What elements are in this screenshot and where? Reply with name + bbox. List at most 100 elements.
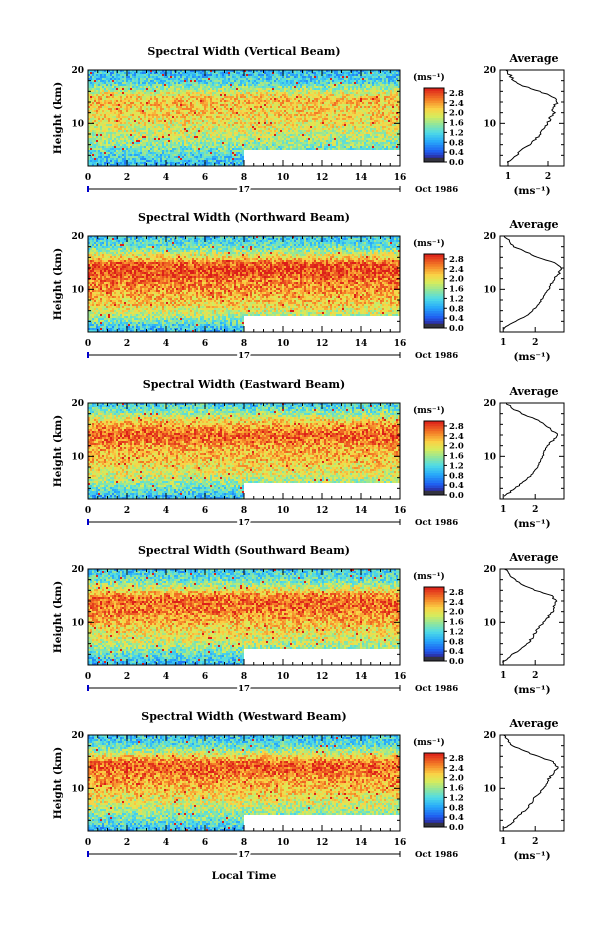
heatmap-cell [386,90,388,92]
heatmap-cell [362,112,364,114]
heatmap-cell [180,76,182,78]
heatmap-cell [340,124,342,126]
heatmap-cell [180,112,182,114]
heatmap-cell [274,92,276,94]
heatmap-cell [176,132,178,134]
heatmap-cell [176,76,178,78]
heatmap-cell [204,104,206,106]
heatmap-cell [298,86,300,88]
heatmap-cell [132,130,134,132]
heatmap-cell [394,82,396,84]
heatmap-cell [364,82,366,84]
heatmap-cell [170,98,172,100]
heatmap-cell [176,78,178,80]
heatmap-cell [126,86,128,88]
heatmap-cell [310,116,312,118]
heatmap-cell [360,120,362,122]
heatmap-cell [192,94,194,96]
heatmap-cell [380,132,382,134]
heatmap-cell [202,116,204,118]
heatmap-cell [360,128,362,130]
heatmap-cell [112,128,114,130]
heatmap-cell [274,106,276,108]
heatmap-cell [182,80,184,82]
heatmap-cell [308,88,310,90]
heatmap-cell [286,132,288,134]
heatmap-cell [292,78,294,80]
heatmap-cell [226,104,228,106]
heatmap-cell [162,108,164,110]
heatmap-cell [290,128,292,130]
heatmap-cell [142,118,144,120]
heatmap-cell [354,114,356,116]
heatmap-cell [380,98,382,100]
heatmap-cell [378,114,380,116]
heatmap-cell [298,92,300,94]
heatmap-cell [176,108,178,110]
heatmap-cell [254,122,256,124]
heatmap-cell [290,122,292,124]
heatmap-cell [284,122,286,124]
heatmap-cell [236,84,238,86]
heatmap-cell [96,100,98,102]
heatmap-cell [124,94,126,96]
heatmap-cell [376,74,378,76]
heatmap-cell [316,78,318,80]
heatmap-cell [228,78,230,80]
heatmap-cell [140,94,142,96]
heatmap-cell [200,78,202,80]
heatmap-cell [330,96,332,98]
heatmap-cell [222,116,224,118]
heatmap-cell [262,114,264,116]
heatmap-cell [350,108,352,110]
heatmap-cell [100,112,102,114]
heatmap-cell [108,78,110,80]
heatmap-cell [292,86,294,88]
heatmap-cell [134,102,136,104]
heatmap-cell [122,90,124,92]
heatmap-cell [250,102,252,104]
heatmap-cell [278,76,280,78]
heatmap-cell [172,90,174,92]
heatmap-cell [100,106,102,108]
heatmap-cell [348,92,350,94]
heatmap-cell [354,86,356,88]
heatmap-cell [292,124,294,126]
heatmap-cell [112,100,114,102]
heatmap-cell [218,118,220,120]
heatmap-cell [220,82,222,84]
heatmap-cell [334,76,336,78]
heatmap-cell [222,114,224,116]
heatmap-cell [122,100,124,102]
heatmap-cell [172,108,174,110]
heatmap-cell [94,114,96,116]
heatmap-cell [340,90,342,92]
heatmap-cell [150,100,152,102]
heatmap-cell [356,116,358,118]
heatmap-cell [264,122,266,124]
heatmap-cell [120,98,122,100]
heatmap-cell [290,96,292,98]
heatmap-cell [270,118,272,120]
heatmap-cell [306,76,308,78]
heatmap-cell [354,112,356,114]
heatmap-cell [246,72,248,74]
heatmap-cell [318,122,320,124]
heatmap-cell [380,74,382,76]
heatmap-cell [298,128,300,130]
heatmap-cell [230,72,232,74]
heatmap-cell [130,84,132,86]
heatmap-cell [160,106,162,108]
heatmap-cell [338,122,340,124]
heatmap-cell [108,98,110,100]
heatmap-cell [272,92,274,94]
heatmap-cell [190,116,192,118]
heatmap-cell [274,104,276,106]
heatmap-cell [312,106,314,108]
heatmap-cell [260,126,262,128]
heatmap-cell [220,108,222,110]
heatmap-cell [358,96,360,98]
heatmap-cell [98,106,100,108]
heatmap-cell [100,110,102,112]
heatmap-cell [318,96,320,98]
